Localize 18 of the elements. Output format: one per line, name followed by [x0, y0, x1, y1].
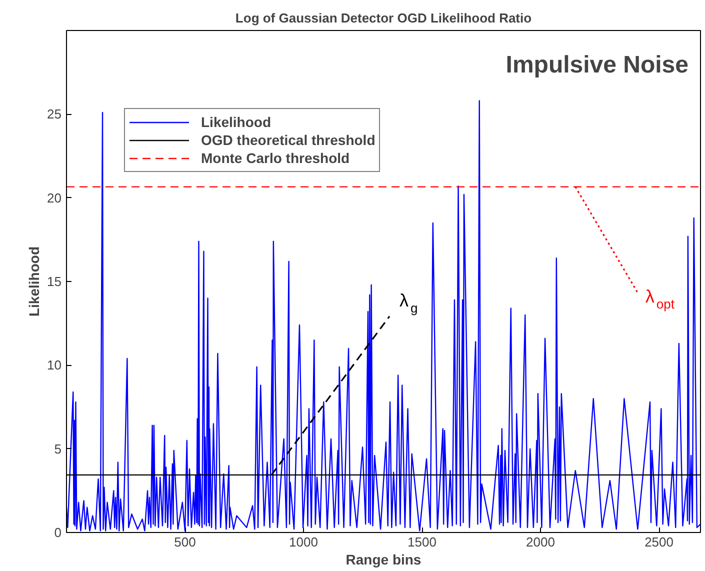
y-tick-label: 0	[54, 525, 62, 540]
y-axis-title: Likelihood	[26, 246, 42, 316]
y-tick-label: 25	[47, 106, 62, 122]
legend-label: Likelihood	[201, 113, 271, 131]
x-axis-title: Range bins	[346, 552, 422, 568]
x-tick-label: 2500	[644, 534, 674, 550]
chart-title: Log of Gaussian Detector OGD Likelihood Ratio	[235, 10, 532, 26]
y-tick-label: 20	[47, 190, 62, 206]
legend-label: Monte Carlo threshold	[201, 149, 350, 167]
y-tick-label: 15	[47, 274, 62, 289]
y-tick-label: 5	[54, 441, 62, 456]
x-tick-label: 1000	[289, 534, 318, 550]
legend-label: OGD theoretical threshold	[201, 131, 376, 149]
x-tick-label: 500	[174, 534, 196, 550]
y-tick-label: 10	[47, 358, 62, 373]
x-tick-label: 2000	[526, 534, 555, 550]
x-tick-label: 1500	[408, 534, 436, 550]
annotation: Impulsive Noise	[506, 52, 689, 78]
